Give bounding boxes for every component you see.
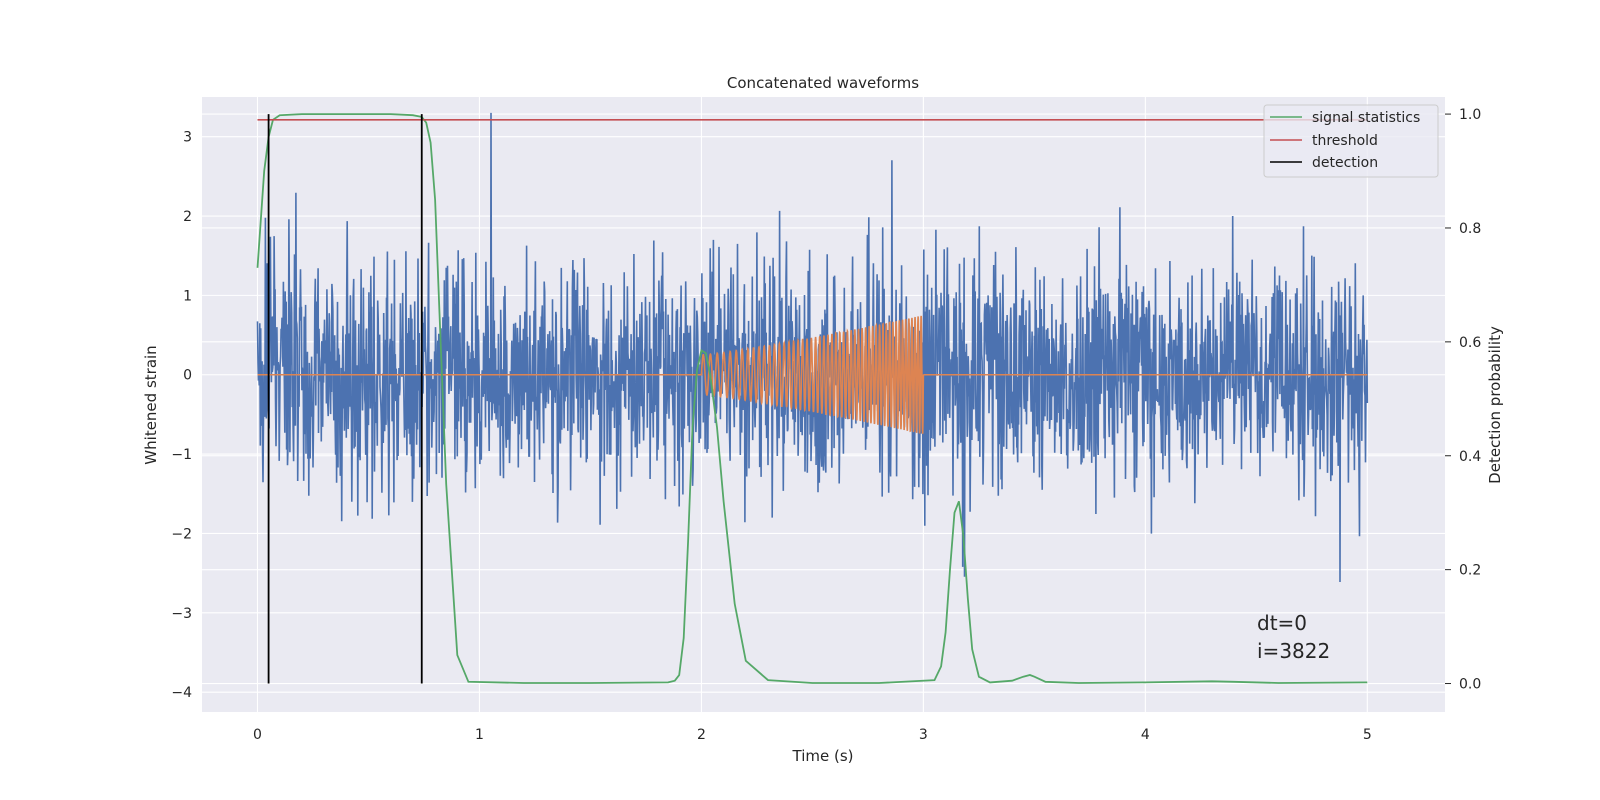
annotation-dt: dt=0 [1257, 611, 1307, 635]
y-tick-label: 0 [183, 368, 192, 384]
annotation-index: i=3822 [1257, 639, 1330, 663]
x-axis-label: Time (s) [792, 747, 854, 765]
legend-label-signal: signal statistics [1312, 110, 1420, 126]
axes: 0 1 2 3 4 5 −4 −3 −2 −1 0 1 2 3 0.0 0.2 0.4 0.6 0.8 1.0 [171, 107, 1481, 743]
x-tick-label: 2 [697, 727, 706, 743]
x-tick-label: 0 [253, 727, 262, 743]
legend-box [1263, 104, 1439, 178]
y2-tick-label: 0.0 [1459, 677, 1481, 693]
y2-tick-label: 0.4 [1459, 449, 1481, 465]
y-tick-label: 2 [183, 209, 192, 225]
x-tick-label: 3 [919, 727, 928, 743]
y-axis-label: Whitened strain [142, 345, 160, 464]
chart-title: Concatenated waveforms [727, 74, 919, 92]
plot-series [256, 112, 1369, 684]
y-tick-label: 3 [183, 130, 192, 146]
y2-tick-label: 1.0 [1459, 107, 1481, 123]
chirp-waveform-line [257, 315, 1368, 434]
y-tick-label: −2 [171, 526, 192, 542]
y-tick-label: −4 [171, 685, 192, 701]
legend-label-detection: detection [1312, 155, 1378, 171]
y2-tick-label: 0.6 [1459, 335, 1481, 351]
y2-tick-label: 0.2 [1459, 563, 1481, 579]
legend-label-threshold: threshold [1312, 133, 1378, 149]
y-tick-label: −3 [171, 606, 192, 622]
x-tick-label: 4 [1141, 727, 1150, 743]
x-tick-label: 1 [475, 727, 484, 743]
y-tick-label: 1 [183, 288, 192, 304]
x-tick-label: 5 [1363, 727, 1372, 743]
y2-axis-label: Detection probability [1486, 326, 1504, 484]
y-tick-label: −1 [171, 447, 192, 463]
legend: signal statistics threshold detection [1263, 104, 1439, 178]
y2-tick-label: 0.8 [1459, 221, 1481, 237]
